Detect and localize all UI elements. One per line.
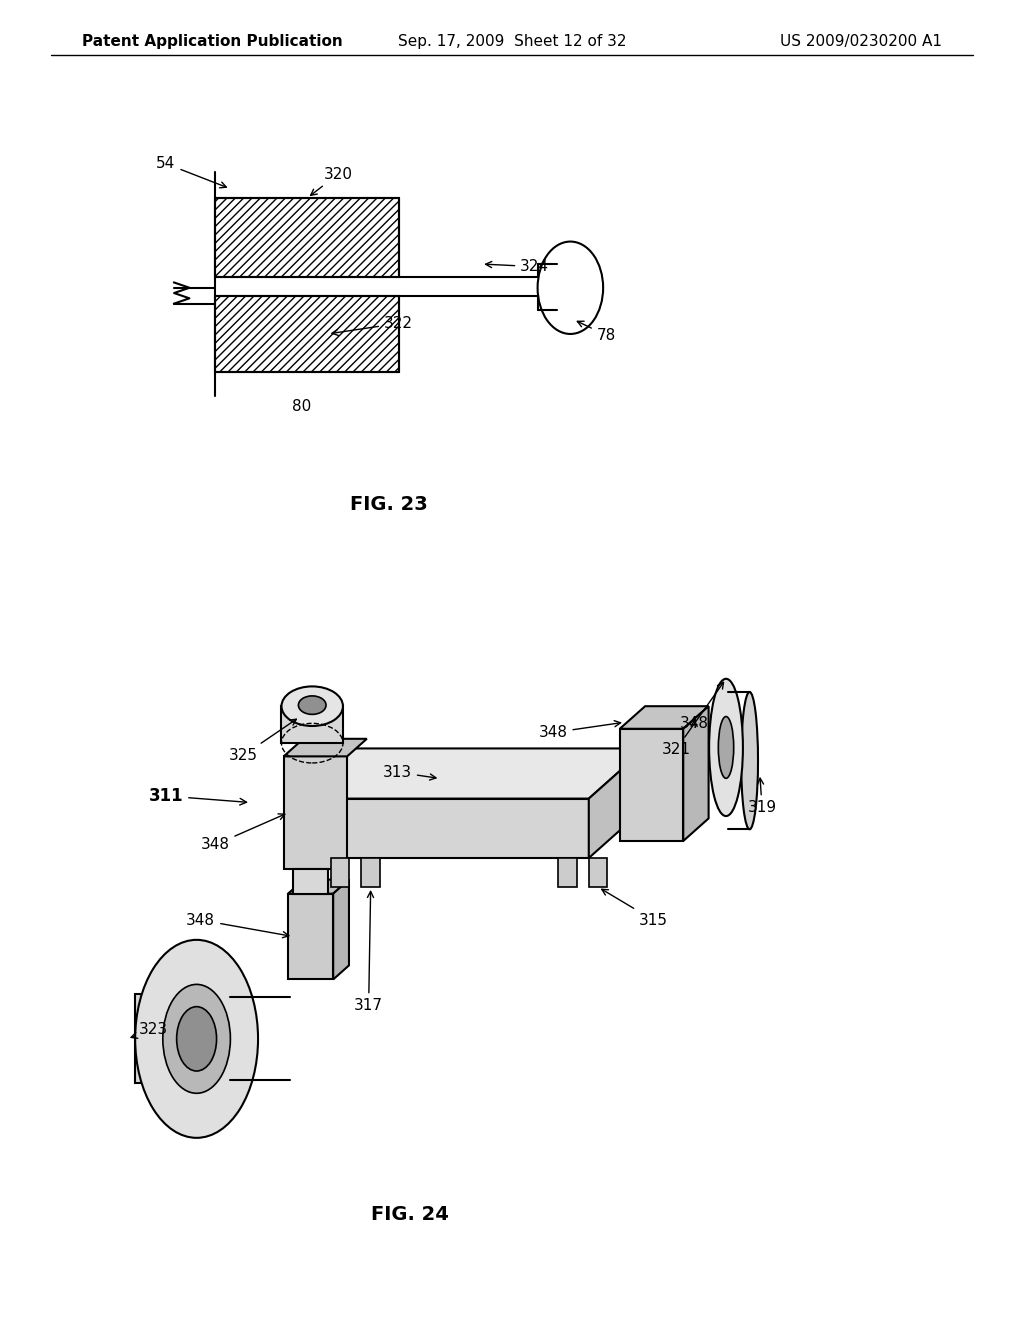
- Polygon shape: [292, 799, 589, 858]
- Ellipse shape: [163, 985, 230, 1093]
- Ellipse shape: [538, 242, 603, 334]
- Text: 54: 54: [157, 156, 226, 187]
- Text: 348: 348: [680, 715, 709, 731]
- Text: 348: 348: [201, 814, 285, 853]
- Text: 313: 313: [383, 764, 436, 780]
- Ellipse shape: [709, 678, 742, 816]
- Ellipse shape: [177, 1007, 217, 1071]
- Text: 320: 320: [310, 166, 352, 195]
- Text: 325: 325: [229, 719, 296, 763]
- Text: 78: 78: [578, 321, 615, 343]
- Text: 319: 319: [748, 779, 776, 816]
- Text: 317: 317: [354, 891, 383, 1014]
- Polygon shape: [293, 869, 328, 894]
- Bar: [589, 858, 607, 887]
- Text: 323: 323: [131, 1022, 168, 1039]
- Polygon shape: [284, 756, 347, 869]
- Polygon shape: [284, 739, 367, 756]
- Ellipse shape: [298, 696, 326, 714]
- Text: 322: 322: [332, 315, 413, 335]
- Text: 80: 80: [293, 399, 311, 413]
- Polygon shape: [620, 729, 683, 841]
- Ellipse shape: [135, 940, 258, 1138]
- Bar: [361, 858, 380, 887]
- Text: 321: 321: [662, 682, 724, 758]
- Polygon shape: [589, 748, 645, 858]
- Ellipse shape: [282, 686, 343, 726]
- Text: FIG. 24: FIG. 24: [371, 1205, 449, 1224]
- Polygon shape: [282, 706, 343, 743]
- Polygon shape: [683, 706, 709, 841]
- Text: Patent Application Publication: Patent Application Publication: [82, 34, 343, 49]
- Text: 315: 315: [602, 890, 668, 928]
- Ellipse shape: [719, 717, 733, 779]
- Polygon shape: [288, 879, 349, 894]
- Text: FIG. 23: FIG. 23: [350, 495, 428, 513]
- Ellipse shape: [741, 692, 758, 829]
- Text: Sep. 17, 2009  Sheet 12 of 32: Sep. 17, 2009 Sheet 12 of 32: [397, 34, 627, 49]
- Bar: [215, 198, 399, 277]
- Text: US 2009/0230200 A1: US 2009/0230200 A1: [780, 34, 942, 49]
- Text: 311: 311: [148, 787, 247, 805]
- Bar: [215, 296, 399, 372]
- Polygon shape: [135, 994, 233, 1084]
- Text: 348: 348: [539, 721, 621, 741]
- Polygon shape: [333, 879, 349, 979]
- Polygon shape: [620, 706, 709, 729]
- Polygon shape: [288, 894, 333, 979]
- Bar: [331, 858, 349, 887]
- Bar: [558, 858, 577, 887]
- Polygon shape: [292, 748, 645, 799]
- Text: 348: 348: [186, 912, 289, 937]
- Text: 324: 324: [485, 259, 549, 275]
